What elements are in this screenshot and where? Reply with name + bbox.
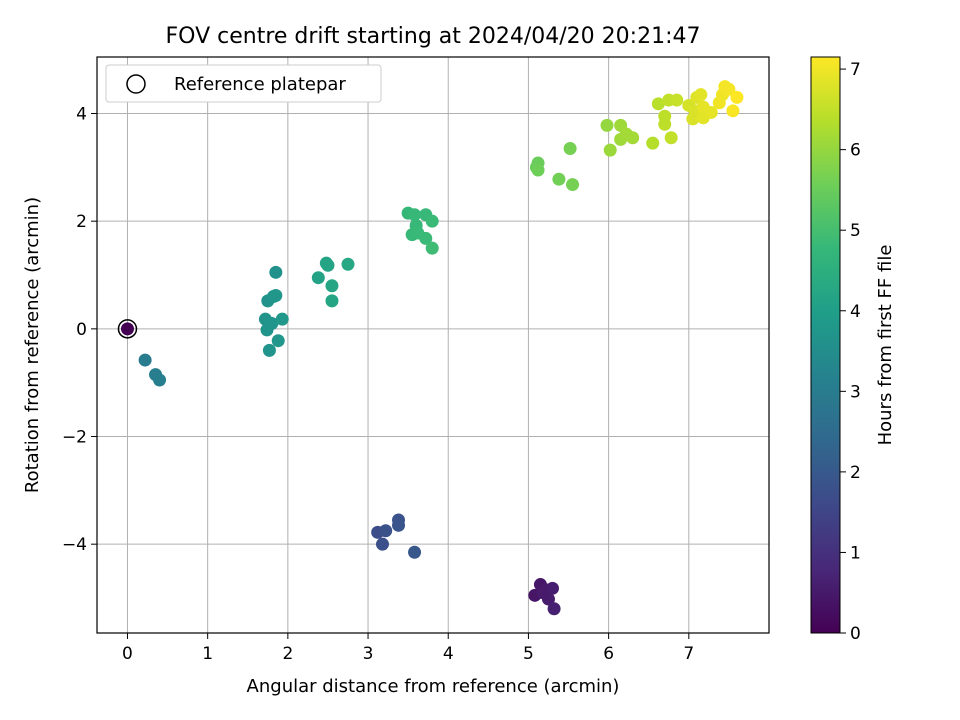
x-axis-label: Angular distance from reference (arcmin) [247,676,620,697]
y-tick-label: 0 [76,320,87,340]
data-point [563,142,577,156]
x-tick-label: 2 [282,644,293,664]
y-tick-label: −4 [62,535,87,555]
colorbar-gradient [810,56,841,634]
legend-entry-label: Reference platepar [174,74,346,95]
y-axis-label: Rotation from reference (arcmin) [22,197,43,493]
data-point [566,178,580,192]
data-point [311,271,325,285]
colorbar-tick-label: 3 [850,382,861,402]
data-point [120,322,134,336]
data-point [600,118,614,132]
data-point [722,82,736,96]
data-point [341,257,355,271]
data-point [319,256,333,270]
data-point [646,136,660,150]
data-point [694,88,708,102]
y-tick-label: −2 [62,428,87,448]
colorbar-ticks: 0 1 2 3 4 5 6 7 [840,60,861,644]
y-tick-label: 4 [76,105,87,125]
x-tick-label: 5 [523,644,534,664]
x-tick-label: 6 [603,644,614,664]
data-point [392,518,406,532]
data-point [670,93,684,107]
colorbar-tick-label: 1 [850,543,861,563]
data-point [275,312,289,326]
data-point [375,537,389,551]
plot-frame [96,56,770,634]
colorbar: 0 1 2 3 4 5 6 7 Hours from first FF file [810,56,896,644]
data-point [138,353,152,367]
data-point [603,143,617,157]
data-point [325,279,339,293]
data-point [262,343,276,357]
data-point [547,602,561,616]
colorbar-tick-label: 5 [850,221,861,241]
x-tick-label: 1 [202,644,213,664]
grid [97,57,769,633]
data-point [408,545,422,559]
reference-marker [117,319,138,339]
axis-ticks: 0 1 2 3 4 5 6 7 −4 −2 0 2 4 [62,105,694,664]
legend-marker-icon [126,74,146,94]
data-point [408,208,422,222]
data-point [271,334,285,348]
x-tick-label: 3 [363,644,374,664]
data-point [260,323,274,337]
x-tick-label: 7 [683,644,694,664]
x-tick-label: 4 [443,644,454,664]
colorbar-tick-label: 7 [850,60,861,80]
colorbar-label: Hours from first FF file [875,245,896,446]
colorbar-tick-label: 6 [850,141,861,161]
data-point [425,241,439,255]
colorbar-tick-label: 0 [850,624,861,644]
y-tick-label: 2 [76,212,87,232]
reference-ring [117,319,138,339]
colorbar-tick-label: 2 [850,463,861,483]
data-point [651,97,665,111]
data-point [531,163,545,177]
colorbar-tick-label: 4 [850,302,861,322]
data-point [664,131,678,145]
legend-box [105,64,382,103]
data-point [153,373,167,387]
data-point [552,172,566,186]
chart-title: FOV centre drift starting at 2024/04/20 … [166,24,701,49]
data-point [730,90,744,104]
data-point [379,524,393,538]
data-point [425,214,439,228]
data-point [269,288,283,302]
data-point [536,586,550,600]
data-point [726,104,740,118]
data-point [704,105,718,119]
x-tick-label: 0 [122,644,133,664]
scatter-points [120,80,744,616]
data-point [269,265,283,279]
legend: Reference platepar [105,64,382,103]
data-point [658,117,672,131]
data-point [419,231,433,245]
data-point [325,294,339,308]
data-point [626,131,640,145]
